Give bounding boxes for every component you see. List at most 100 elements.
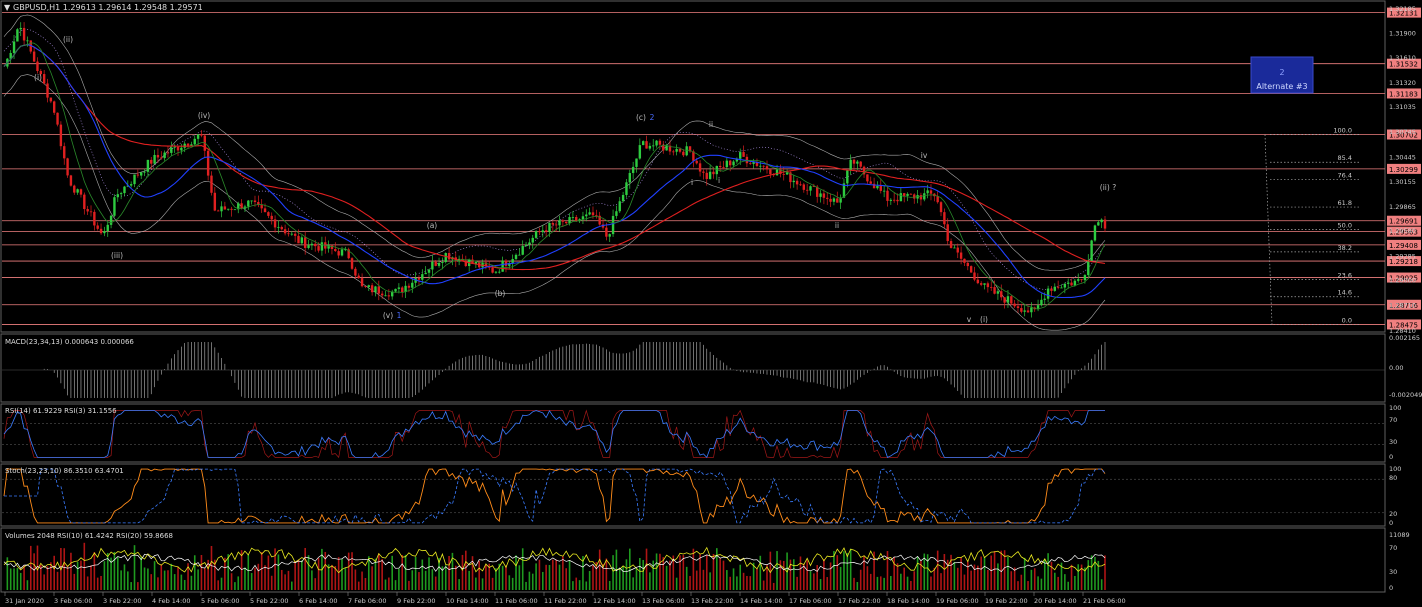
- vol-rsi10-line: [3, 546, 1106, 574]
- fib-level-label: 0.0: [1342, 316, 1352, 324]
- candle-body: [374, 286, 377, 293]
- candle-body: [581, 216, 585, 220]
- candle-body: [484, 262, 488, 266]
- candle-body: [109, 215, 113, 225]
- candle-body: [431, 261, 434, 270]
- candle-body: [163, 152, 166, 159]
- stoch-panel[interactable]: [0, 463, 1386, 527]
- candle-body: [655, 140, 658, 146]
- candle-body: [63, 146, 66, 159]
- candle-body: [829, 198, 832, 202]
- time-label: 19 Feb 06:00: [936, 597, 979, 605]
- candle-body: [923, 193, 926, 200]
- candle-body: [822, 193, 826, 198]
- rsi-label: RSI(14) 61.9229 RSI(3) 31.1556: [5, 407, 117, 415]
- candle-body: [628, 173, 631, 183]
- alternate-box[interactable]: [1250, 56, 1314, 94]
- stoch-lines: [2, 468, 1385, 524]
- time-label: 3 Feb 06:00: [54, 597, 93, 605]
- candle-body: [200, 134, 203, 136]
- candle-body: [397, 287, 401, 289]
- moving-average-green: [3, 42, 1106, 310]
- chart-menu-icon[interactable]: ▼: [4, 3, 11, 12]
- candle-body: [588, 212, 591, 215]
- candle-body: [267, 212, 270, 216]
- time-label: 17 Feb 06:00: [789, 597, 832, 605]
- candle-body: [12, 41, 16, 54]
- moving-average-red: [3, 44, 1106, 271]
- wave-label: i: [718, 176, 720, 185]
- macd-panel[interactable]: [0, 333, 1386, 403]
- candle-body: [1036, 305, 1040, 310]
- candle-body: [698, 163, 702, 172]
- candle-body: [695, 160, 698, 164]
- candle-body: [206, 150, 210, 176]
- candle-body: [548, 222, 551, 232]
- candle-body: [541, 230, 544, 233]
- alternate-box-number: 2: [1279, 68, 1284, 77]
- time-label: 17 Feb 22:00: [838, 597, 881, 605]
- time-label: 14 Feb 14:00: [740, 597, 783, 605]
- candle-body: [437, 262, 441, 266]
- candle-body: [765, 166, 769, 170]
- candle-body: [896, 199, 899, 202]
- candle-body: [19, 27, 22, 30]
- candle-body: [739, 152, 742, 159]
- candle-body: [464, 260, 468, 267]
- candle-body: [792, 180, 795, 183]
- candle-body: [755, 162, 759, 166]
- candle-body: [247, 200, 250, 207]
- candle-body: [675, 148, 678, 152]
- candle-body: [424, 272, 427, 275]
- candle-body: [953, 247, 956, 249]
- time-label: 13 Feb 22:00: [691, 597, 734, 605]
- candle-body: [474, 262, 478, 264]
- candle-body: [889, 199, 893, 201]
- price-tick-label: 1.29865: [1389, 203, 1416, 211]
- price-axis: 1.32131 1.31532 1.31183 1.30702 1.30299 1.296…: [1387, 5, 1422, 592]
- candle-body: [143, 171, 146, 173]
- time-label: 21 Feb 06:00: [1083, 597, 1126, 605]
- candle-body: [538, 231, 541, 233]
- candle-body: [795, 180, 799, 185]
- candle-body: [785, 172, 789, 175]
- candle-body: [658, 140, 662, 145]
- rsi-panel[interactable]: [0, 403, 1386, 463]
- candle-body: [986, 283, 990, 288]
- candle-body: [775, 169, 779, 176]
- level-price-box: [1387, 256, 1421, 267]
- moving-average-blue: [3, 44, 1106, 299]
- candle-body: [176, 146, 180, 151]
- candle-body: [277, 226, 280, 228]
- price-tick-label: 1.31610: [1389, 54, 1416, 62]
- candle-body: [1103, 219, 1107, 229]
- fib-level-label: 38.2: [1338, 244, 1352, 252]
- candle-body: [511, 258, 514, 264]
- wave-label: iv: [921, 151, 928, 160]
- candle-body: [959, 252, 963, 259]
- alternate-box-label: Alternate #3: [1256, 82, 1307, 91]
- candle-body: [364, 286, 367, 287]
- candle-body: [136, 174, 140, 176]
- candle-body: [816, 186, 819, 197]
- candle-body: [39, 70, 43, 75]
- fib-level-label: 23.6: [1338, 272, 1352, 280]
- candle-body: [558, 220, 561, 226]
- time-label: 12 Feb 14:00: [593, 597, 636, 605]
- candle-body: [390, 291, 394, 297]
- candle-body: [615, 211, 618, 216]
- wave-label: (iii): [111, 251, 123, 260]
- level-price-label: 1.32131: [1389, 10, 1418, 18]
- candle-body: [357, 275, 360, 279]
- candle-body: [354, 268, 357, 276]
- candle-body: [220, 206, 223, 212]
- level-price-label: 1.29691: [1389, 218, 1418, 226]
- candle-body: [508, 263, 511, 266]
- fib-level-label: 61.8: [1338, 199, 1352, 207]
- price-tick-label: 1.29285: [1389, 252, 1416, 260]
- fib-level-label: 50.0: [1338, 221, 1352, 229]
- candle-body: [1063, 283, 1067, 288]
- candle-body: [263, 208, 267, 213]
- candle-body: [273, 219, 277, 228]
- candle-body: [585, 214, 588, 217]
